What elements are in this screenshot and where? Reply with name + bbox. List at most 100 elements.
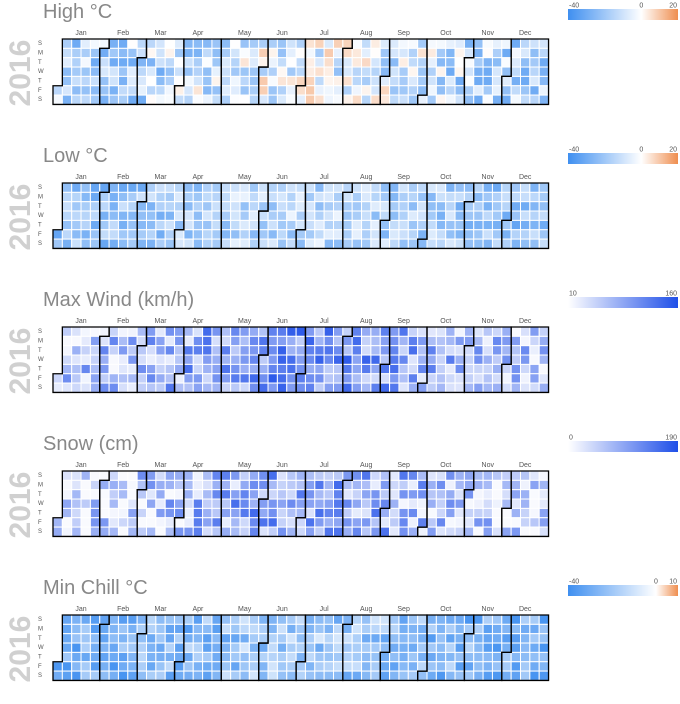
day-cell (323, 219, 334, 231)
day-cell (230, 345, 241, 356)
day-cell (146, 94, 157, 105)
day-cell (183, 335, 194, 347)
day-cell (108, 47, 119, 59)
day-cell (491, 642, 503, 653)
day-cell (220, 489, 232, 500)
day-cell (267, 651, 278, 663)
day-cell (286, 507, 297, 519)
day-cell (463, 614, 475, 625)
day-cell (174, 642, 185, 653)
day-cell (230, 238, 241, 249)
day-cell (155, 66, 166, 77)
day-cell (361, 191, 372, 203)
day-cell (520, 670, 531, 681)
day-cell (351, 642, 363, 653)
day-cell (108, 661, 119, 672)
day-cell (117, 210, 129, 221)
day-cell (304, 345, 316, 356)
day-cell (230, 191, 241, 203)
day-cell (220, 229, 232, 240)
weekday-label: S (38, 329, 42, 335)
day-cell (192, 94, 204, 105)
day-cell (379, 85, 391, 96)
year-label: 2016 (4, 184, 37, 251)
day-cell (407, 182, 419, 193)
day-cell (183, 642, 194, 653)
day-cell (407, 614, 419, 625)
day-cell (276, 651, 288, 663)
day-cell (520, 517, 531, 528)
day-cell (192, 526, 204, 537)
day-cell (146, 489, 157, 500)
day-cell (342, 651, 353, 663)
day-cell (80, 651, 91, 663)
day-cell (220, 326, 232, 337)
day-cell (258, 229, 269, 240)
day-cell (510, 354, 521, 365)
day-cell (370, 219, 381, 231)
day-cell (192, 633, 204, 644)
day-cell (230, 498, 241, 509)
day-cell (295, 623, 306, 635)
day-cell (426, 75, 437, 87)
day-cell (239, 633, 250, 644)
day-cell (491, 661, 503, 672)
day-cell (52, 238, 63, 249)
day-cell (220, 526, 232, 537)
day-cell (473, 498, 484, 509)
day-cell (501, 363, 512, 375)
day-cell (351, 85, 363, 96)
day-cell (202, 47, 213, 59)
day-cell (491, 363, 503, 375)
weekday-label: F (38, 376, 42, 382)
day-cell (482, 201, 493, 212)
day-cell (314, 75, 325, 87)
day-cell (473, 38, 484, 49)
day-cell (174, 489, 185, 500)
day-cell (89, 498, 101, 509)
day-cell (202, 382, 213, 393)
day-cell (108, 373, 119, 384)
day-cell (276, 623, 288, 635)
month-label: Aug (360, 30, 373, 37)
day-cell (370, 642, 381, 653)
day-cell (117, 191, 129, 203)
day-cell (192, 354, 204, 365)
day-cell (61, 210, 73, 221)
day-cell (258, 335, 269, 347)
day-cell (267, 182, 278, 193)
day-cell (491, 201, 503, 212)
month-label: Oct (440, 30, 451, 37)
day-cell (258, 75, 269, 87)
day-cell (183, 47, 194, 59)
day-cell (71, 470, 82, 481)
day-cell (220, 651, 232, 663)
day-cell (342, 85, 353, 96)
day-cell (529, 354, 540, 365)
day-cell (417, 633, 428, 644)
day-cell (389, 633, 400, 644)
day-cell (192, 498, 204, 509)
day-cell (351, 182, 363, 193)
day-cell (333, 517, 344, 528)
day-cell (501, 47, 512, 59)
day-cell (164, 326, 176, 337)
day-cell (342, 326, 353, 337)
day-cell (136, 517, 147, 528)
day-cell (491, 614, 503, 625)
day-cell (155, 238, 166, 249)
day-cell (510, 47, 521, 59)
day-cell (276, 229, 288, 240)
day-cell (398, 642, 409, 653)
day-cell (426, 345, 437, 356)
day-cell (435, 517, 447, 528)
day-cell (108, 335, 119, 347)
day-cell (463, 651, 475, 663)
day-cell (454, 661, 465, 672)
day-cell (286, 345, 297, 356)
day-cell (89, 623, 101, 635)
day-cell (192, 182, 204, 193)
day-cell (491, 219, 503, 231)
day-cell (370, 363, 381, 375)
